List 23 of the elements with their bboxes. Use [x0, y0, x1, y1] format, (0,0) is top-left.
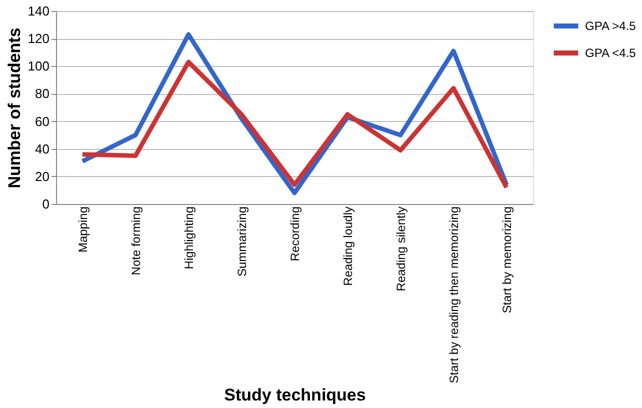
- y-tick-label: 20: [35, 168, 50, 184]
- x-axis-title: Study techniques: [224, 385, 366, 404]
- x-tick-label: Start by memorizing: [500, 206, 514, 314]
- y-tick-label: 60: [35, 114, 50, 129]
- x-tick-label: Summarizing: [235, 206, 249, 277]
- legend-label: GPA <4.5: [585, 46, 636, 60]
- y-tick-label: 100: [28, 58, 50, 74]
- x-tick-label: Recording: [288, 206, 302, 262]
- x-tick-label: Start by reading then memorizing: [447, 206, 461, 384]
- line-series: [80, 60, 509, 190]
- y-tick-label: 140: [28, 4, 50, 18]
- x-tick-label: Reading silently: [394, 206, 408, 292]
- y-tick-label: 120: [28, 31, 50, 46]
- y-tick-label: 0: [42, 196, 50, 212]
- y-tick-label: 80: [35, 86, 50, 102]
- x-tick-label: Reading loudly: [341, 206, 355, 286]
- x-tick-label: Mapping: [76, 206, 90, 253]
- x-tick-label: Highlighting: [182, 206, 196, 270]
- y-axis-title: Number of students: [4, 28, 24, 188]
- y-tick-label: 40: [35, 141, 50, 156]
- legend-label: GPA >4.5: [585, 19, 636, 33]
- x-tick-label: Note forming: [129, 206, 143, 276]
- line-series: [80, 32, 509, 196]
